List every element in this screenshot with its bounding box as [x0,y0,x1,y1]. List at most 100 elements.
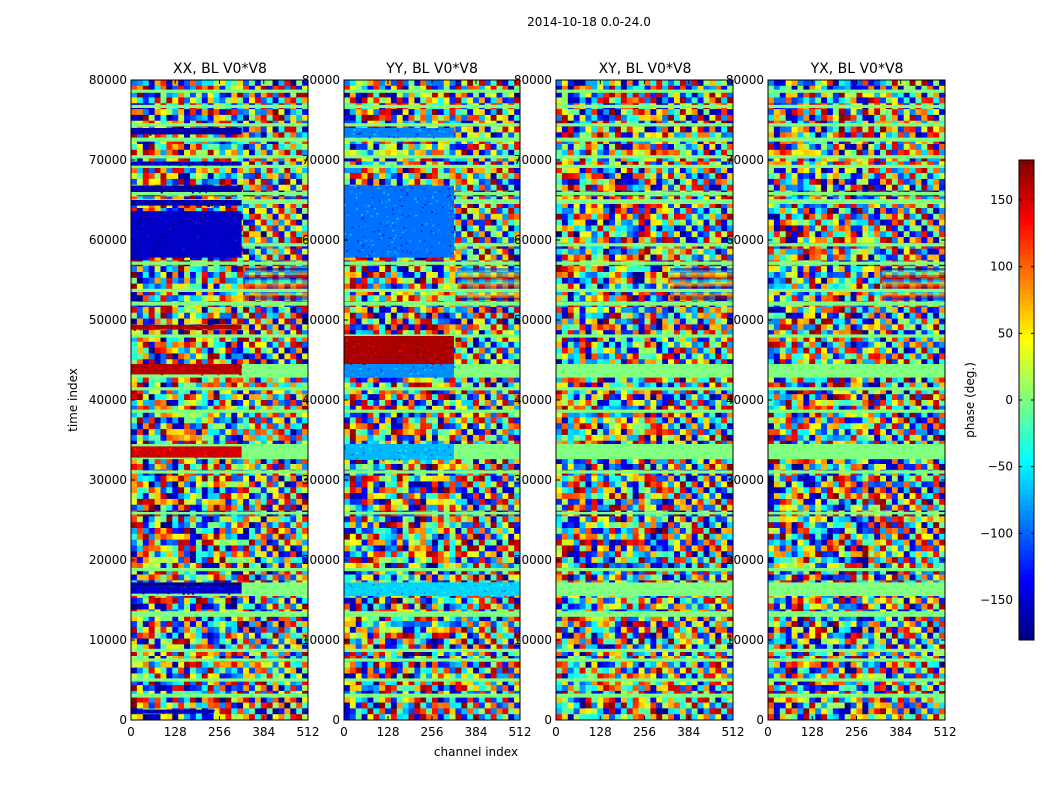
heatmap-cell [213,394,220,401]
heatmap-cell [484,178,492,186]
heatmap-cell [131,85,138,93]
heatmap-cell [426,272,433,279]
heatmap-cell [266,522,273,529]
heatmap-cell [496,80,503,87]
heatmap-cell [131,336,138,343]
heatmap-cell [160,533,167,541]
heatmap-cell [502,85,509,93]
heatmap-cell [160,528,167,535]
band-speckle [141,366,144,368]
heatmap-cell [514,126,521,133]
heatmap-cell [390,272,398,279]
heatmap-cell [254,219,262,226]
band-speckle [162,711,165,713]
heatmap-cell [484,184,492,191]
heatmap-cell [178,405,185,413]
heatmap-cell [142,574,150,581]
heatmap-cell [131,702,138,709]
heatmap-cell [254,458,262,465]
heatmap-cell [296,493,303,500]
heatmap-cell [213,400,220,407]
heatmap-cell [201,568,209,575]
heatmap-cell [131,644,138,651]
heatmap-cell [201,388,209,395]
heatmap-cell [160,272,167,279]
band-speckle [210,204,213,207]
heatmap-cell [190,114,197,122]
heatmap-cell [284,708,291,715]
heatmap-cell [449,109,456,116]
heatmap-cell [219,533,226,541]
heatmap-cell [296,155,303,162]
heatmap-cell [290,388,297,395]
fringe-band [245,272,308,276]
heatmap-cell [166,208,173,215]
heatmap-cell [420,167,427,174]
heatmap-cell [243,597,250,605]
heatmap-cell [414,173,421,180]
heatmap-cell [260,638,268,645]
heatmap-cell [260,481,268,488]
heatmap-cell [213,638,220,645]
heatmap-cell [160,638,167,645]
heatmap-cell [437,161,445,168]
heatmap-cell [231,149,238,157]
heatmap-cell [408,85,415,93]
heatmap-cell [284,673,291,680]
heatmap-cell [201,440,209,447]
band-speckle [216,241,219,243]
heatmap-cell [272,347,279,354]
band-speckle [179,164,182,166]
heatmap-cell [508,219,515,226]
heatmap-cell [496,173,503,180]
heatmap-cell [367,289,374,296]
heatmap-cell [172,347,179,354]
heatmap-cell [148,80,155,87]
heatmap-cell [484,109,492,116]
band-speckle [196,129,199,131]
heatmap-cell [225,353,232,360]
heatmap-cell [361,173,368,180]
heatmap-cell [254,144,262,151]
heatmap-cell [302,248,309,255]
heatmap-cell [249,644,256,651]
heatmap-cell [443,144,450,151]
heatmap-cell [190,277,197,285]
heatmap-cell [266,85,273,93]
heatmap-cell [243,685,250,692]
heatmap-cell [154,330,161,337]
heatmap-cell [178,481,185,488]
heatmap-cell [178,475,185,482]
heatmap-cell [213,80,220,87]
heatmap-cell [172,638,179,645]
heatmap-cell [225,434,232,442]
band-speckle [195,242,198,245]
heatmap-cell [426,173,433,180]
heatmap-cell [190,673,197,680]
band-speckle [161,234,164,236]
heatmap-cell [190,97,197,104]
heatmap-cell [455,167,462,174]
heatmap-cell [296,562,303,570]
heatmap-cell [278,388,285,395]
heatmap-cell [249,318,256,325]
band-speckle [173,129,176,132]
heatmap-cell [426,85,433,93]
heatmap-cell [302,679,309,686]
band-speckle [226,254,229,256]
heatmap-cell [514,149,521,157]
flagged-row [131,648,308,652]
heatmap-cell [272,638,279,645]
heatmap-cell [272,97,279,104]
heatmap-cell [178,574,185,581]
flagged-row [131,334,308,338]
heatmap-cell [201,336,209,343]
heatmap-cell [461,80,468,87]
heatmap-cell [437,155,445,162]
heatmap-cell [142,440,150,447]
heatmap-cell [195,423,203,430]
heatmap-cell [225,597,232,605]
heatmap-cell [496,161,503,168]
heatmap-cell [142,114,150,122]
heatmap-cell [195,411,203,418]
